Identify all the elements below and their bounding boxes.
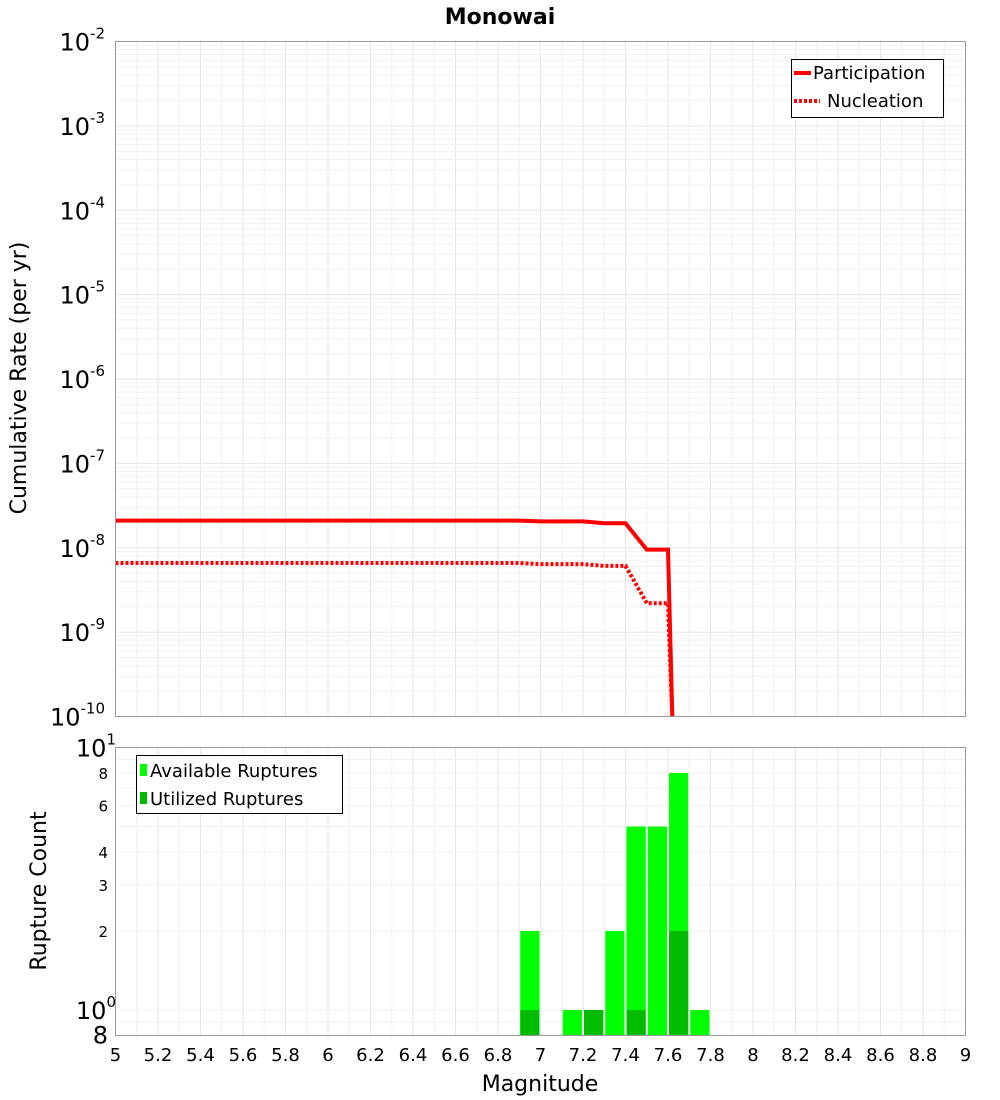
bottom-y-tick-major: 101 bbox=[76, 731, 116, 763]
x-tick-label: 6.4 bbox=[399, 1045, 428, 1066]
x-tick-label: 5.6 bbox=[229, 1045, 258, 1066]
available-rupture-bar bbox=[690, 1010, 710, 1036]
x-tick-label: 7.2 bbox=[569, 1045, 598, 1066]
bottom-y-tick-minor: 2 bbox=[98, 923, 108, 941]
legend-label-nucleation: Nucleation bbox=[827, 91, 923, 112]
legend-label-participation: Participation bbox=[813, 63, 925, 84]
top-y-tick-label: 10-5 bbox=[59, 278, 105, 310]
bottom-legend: Available Ruptures Utilized Ruptures bbox=[136, 755, 343, 814]
nucleation-line bbox=[115, 561, 675, 717]
bottom-y-tick-minor: 3 bbox=[98, 877, 108, 895]
x-tick-label: 5 bbox=[110, 1045, 121, 1066]
x-tick-label: 7.8 bbox=[696, 1045, 725, 1066]
bottom-y-tick-minor: 8 bbox=[98, 765, 108, 783]
x-axis-label: Magnitude bbox=[482, 1072, 599, 1097]
bottom-y-tick-minor: 8 bbox=[93, 1022, 108, 1050]
legend-swatch-utilized bbox=[140, 792, 147, 804]
bottom-plot-frame bbox=[115, 747, 966, 1036]
available-rupture-bar bbox=[562, 1010, 582, 1036]
bottom-y-axis-label: Rupture Count bbox=[27, 811, 52, 971]
utilized-rupture-bar bbox=[584, 1010, 604, 1036]
top-y-tick-label: 10-8 bbox=[59, 531, 105, 563]
x-tick-label: 8.8 bbox=[909, 1045, 938, 1066]
x-tick-label: 8.4 bbox=[824, 1045, 853, 1066]
x-tick-label: 8.2 bbox=[781, 1045, 810, 1066]
bottom-y-tick-minor: 4 bbox=[98, 844, 108, 862]
x-tick-label: 5.4 bbox=[186, 1045, 215, 1066]
utilized-rupture-bar bbox=[669, 931, 689, 1036]
available-rupture-bar bbox=[647, 826, 667, 1036]
top-y-tick-label: 10-10 bbox=[50, 700, 105, 732]
top-y-axis-label: Cumulative Rate (per yr) bbox=[7, 242, 32, 515]
histogram-bars bbox=[520, 772, 710, 1036]
x-tick-label: 6 bbox=[322, 1045, 333, 1066]
x-tick-label: 8 bbox=[747, 1045, 758, 1066]
x-tick-label: 7.6 bbox=[654, 1045, 683, 1066]
top-legend: Participation Nucleation bbox=[791, 59, 944, 118]
top-plot-grid bbox=[115, 41, 966, 717]
x-tick-label: 5.2 bbox=[144, 1045, 173, 1066]
top-y-tick-label: 10-2 bbox=[59, 25, 105, 57]
bottom-y-tick-minor: 6 bbox=[98, 798, 108, 816]
axis-ticks: 10-10 10-9 10-8 10-7 10-6 10-5 10-4 10-3 10-2 100… bbox=[50, 25, 971, 1067]
x-tick-label: 6.2 bbox=[356, 1045, 385, 1066]
available-rupture-bar bbox=[626, 826, 646, 1036]
utilized-rupture-bar bbox=[520, 1010, 540, 1036]
x-tick-label: 7 bbox=[535, 1045, 546, 1066]
x-tick-label: 5.8 bbox=[271, 1045, 300, 1066]
utilized-rupture-bar bbox=[626, 1010, 646, 1036]
x-tick-label: 6.8 bbox=[484, 1045, 513, 1066]
available-rupture-bar bbox=[520, 931, 540, 1036]
bottom-y-tick-major: 100 bbox=[76, 993, 116, 1025]
x-tick-label: 9 bbox=[960, 1045, 971, 1066]
top-y-tick-label: 10-6 bbox=[59, 362, 105, 394]
x-tick-label: 8.6 bbox=[866, 1045, 895, 1066]
x-tick-label: 7.4 bbox=[611, 1045, 640, 1066]
legend-label-available: Available Ruptures bbox=[150, 761, 318, 782]
legend-swatch-available bbox=[140, 764, 147, 776]
top-y-tick-label: 10-9 bbox=[59, 615, 105, 647]
legend-label-utilized: Utilized Ruptures bbox=[150, 789, 303, 810]
x-tick-label: 6.6 bbox=[441, 1045, 470, 1066]
rate-curves bbox=[115, 518, 675, 717]
top-legend-box bbox=[791, 59, 944, 118]
chart-title: Monowai bbox=[445, 5, 556, 30]
top-y-tick-label: 10-7 bbox=[59, 446, 105, 478]
plot-frames bbox=[115, 41, 966, 1036]
top-y-tick-label: 10-4 bbox=[59, 193, 105, 225]
bottom-legend-box bbox=[136, 755, 343, 814]
participation-line bbox=[115, 518, 675, 717]
top-plot-frame bbox=[115, 41, 966, 717]
available-rupture-bar bbox=[605, 931, 625, 1036]
top-y-tick-label: 10-3 bbox=[59, 109, 105, 141]
